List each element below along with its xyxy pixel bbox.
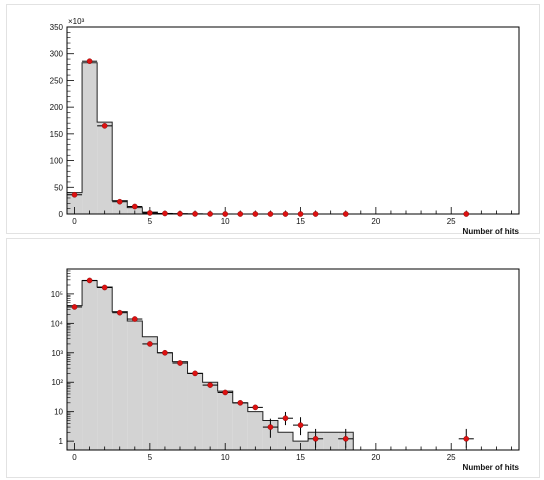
- histogram-log-chart: 0 5 10 15 20 25 1 10 10² 10³ 10⁴ 10⁵ Number of hits: [51, 268, 520, 472]
- chart0-y-tick-label: 50: [54, 183, 63, 192]
- chart0-data-point: [297, 211, 304, 217]
- chart1-histogram-bin: [217, 391, 233, 450]
- chart0-data-point: [267, 211, 274, 217]
- chart1-y-tick-label: 10²: [51, 378, 63, 387]
- chart1-data-point: [252, 404, 259, 411]
- chart0-data-point: [101, 123, 108, 129]
- chart1-histogram-bin: [112, 311, 128, 450]
- chart1-histogram-bin: [157, 352, 173, 450]
- chart1-histogram-bin: [67, 305, 83, 450]
- chart1-histogram-bin: [172, 361, 188, 450]
- chart0-histogram-bin: [97, 122, 113, 214]
- chart0-data-point: [132, 203, 138, 210]
- chart0-data-point: [116, 198, 123, 205]
- chart0-y-tick-label: 250: [50, 76, 64, 85]
- chart0-data-point: [222, 211, 228, 217]
- chart1-x-tick-label: 5: [148, 453, 153, 462]
- chart1-histogram-outline: [66, 280, 354, 450]
- chart0-x-tick-label: 0: [72, 217, 77, 226]
- chart0-data-point: [463, 211, 470, 217]
- chart1-y-tick-label: 10: [54, 408, 63, 417]
- chart0-plot-area: [67, 27, 519, 214]
- chart0-data-point: [86, 58, 93, 64]
- chart0-data-point: [207, 211, 213, 217]
- histogram-linear-chart: 0 5 10 15 20 25050100150200250300350×10³Numbe…: [50, 17, 520, 236]
- chart1-histogram-bin: [142, 336, 158, 450]
- chart0-y-tick-label: 150: [50, 130, 64, 139]
- chart1-histogram-bin: [232, 402, 248, 450]
- chart0-data-point: [162, 210, 168, 217]
- chart1-y-tick-label: 10⁵: [51, 290, 63, 299]
- chart1-x-axis-title: Number of hits: [463, 463, 520, 472]
- chart1-data-point: [71, 304, 78, 310]
- chart0-y-multiplier: ×10³: [68, 17, 85, 26]
- chart1-histogram-bin: [97, 286, 113, 450]
- chart0-y-tick-label: 350: [50, 23, 64, 32]
- chart1-histogram-bin: [277, 432, 293, 450]
- chart1-data-point: [147, 341, 153, 347]
- chart1-data-point: [86, 277, 93, 284]
- chart1-data-point: [207, 382, 213, 388]
- chart0-y-tick-label: 0: [59, 210, 64, 219]
- chart0-histogram-bin: [82, 62, 98, 214]
- histogram-panel-log: 0 5 10 15 20 25 1 10 10² 10³ 10⁴ 10⁵ Number of hits: [6, 238, 540, 478]
- chart1-data-point: [342, 436, 349, 442]
- chart1-data-point: [222, 389, 228, 396]
- chart1-data-point: [463, 436, 470, 442]
- chart0-data-point: [237, 211, 244, 217]
- chart0-histogram-bin: [112, 200, 128, 214]
- chart1-data-point: [162, 349, 168, 356]
- chart0-x-axis-title: Number of hits: [463, 227, 520, 236]
- chart1-data-point: [312, 436, 319, 442]
- chart0-y-tick-label: 200: [50, 103, 64, 112]
- chart0-data-point: [71, 191, 78, 198]
- chart1-data-point: [282, 415, 289, 422]
- chart0-data-point: [147, 210, 153, 216]
- chart0-x-tick-label: 5: [148, 217, 153, 226]
- chart0-histogram-bin: [67, 192, 83, 214]
- chart1-x-tick-label: 25: [447, 453, 456, 462]
- chart1-y-tick-label: 10³: [51, 349, 63, 358]
- chart0-x-tick-label: 15: [296, 217, 305, 226]
- chart0-x-tick-label: 20: [371, 217, 380, 226]
- chart1-y-tick-label: 1: [59, 437, 64, 446]
- chart1-x-tick-label: 15: [296, 453, 305, 462]
- chart0-x-tick-label: 25: [447, 217, 456, 226]
- chart1-data-point: [297, 422, 304, 428]
- chart1-x-tick-label: 10: [221, 453, 230, 462]
- chart1-data-point: [192, 370, 198, 377]
- chart1-x-tick-label: 20: [371, 453, 380, 462]
- chart0-data-point: [192, 211, 198, 217]
- chart1-data-point: [101, 284, 108, 291]
- chart1-y-tick-label: 10⁴: [51, 319, 64, 328]
- chart1-histogram-bin: [187, 373, 203, 450]
- chart1-histogram-bin: [247, 411, 263, 450]
- chart1-x-tick-label: 0: [72, 453, 77, 462]
- chart1-histogram-bin: [82, 280, 98, 450]
- chart1-histogram-bin: [323, 432, 339, 450]
- chart0-y-tick-label: 100: [50, 157, 64, 166]
- chart0-x-tick-label: 10: [221, 217, 230, 226]
- chart0-data-point: [342, 211, 349, 217]
- chart1-data-point: [267, 424, 274, 430]
- chart0-data-point: [252, 211, 259, 217]
- histogram-panel-linear: 0 5 10 15 20 25 0 50 100 150 200 250 300 350 ×10³ Numbe…: [6, 4, 540, 236]
- chart0-y-tick-label: 300: [50, 50, 64, 59]
- chart1-histogram-bin: [202, 382, 218, 450]
- chart0-data-point: [177, 210, 183, 217]
- chart1-histogram-bin: [127, 321, 143, 450]
- chart1-data-point: [116, 309, 123, 316]
- chart1-data-point: [177, 360, 183, 366]
- chart0-data-point: [282, 211, 289, 217]
- chart1-data-point: [237, 400, 244, 406]
- chart0-data-point: [312, 211, 319, 217]
- chart1-data-point: [132, 316, 138, 322]
